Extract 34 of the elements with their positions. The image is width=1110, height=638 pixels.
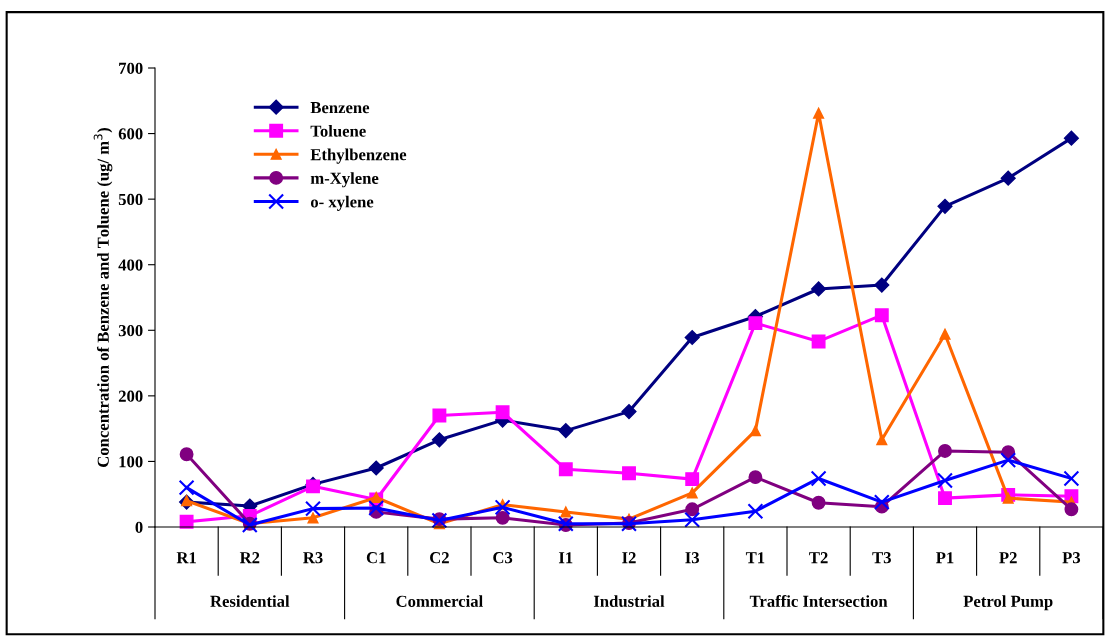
x-tick-label: P1 bbox=[936, 552, 954, 564]
text: Traffic Intersection bbox=[749, 595, 888, 607]
text: Industrial bbox=[593, 595, 665, 607]
y-tick-label: 300 bbox=[118, 324, 143, 337]
text: Commercial bbox=[396, 595, 483, 607]
x-tick-label: P2 bbox=[999, 552, 1017, 564]
legend-label: o- xylene bbox=[310, 195, 374, 211]
y-tick-label: 500 bbox=[118, 193, 143, 206]
x-tick-label: C1 bbox=[366, 552, 386, 564]
x-tick-label: I2 bbox=[622, 552, 636, 564]
x-tick-label: I1 bbox=[558, 552, 573, 564]
x-tick-label: I3 bbox=[685, 552, 700, 564]
x-tick-label: R3 bbox=[303, 552, 323, 564]
y-tick-label: 200 bbox=[118, 390, 143, 402]
legend-label: m-Xylene bbox=[310, 172, 379, 188]
legend-label: Ethylbenzene bbox=[310, 148, 407, 164]
x-tick-label: P3 bbox=[1062, 552, 1081, 564]
x-tick-label: T3 bbox=[872, 552, 891, 564]
x-tick-label: C2 bbox=[430, 552, 449, 564]
text: Petrol Pump bbox=[963, 595, 1053, 611]
y-tick-label: 0 bbox=[135, 521, 143, 533]
text: Residential bbox=[210, 595, 290, 607]
y-tick-label: 600 bbox=[118, 128, 143, 140]
x-tick-label: R2 bbox=[239, 552, 260, 564]
y-tick-label: 100 bbox=[119, 456, 143, 468]
x-tick-label: T1 bbox=[745, 552, 765, 564]
x-tick-label: T2 bbox=[809, 552, 828, 564]
x-tick-label: R1 bbox=[176, 552, 196, 564]
y-axis-title: Concentration of Benzene and Toluene (ug/ m$^{3}$) bbox=[93, 128, 113, 467]
legend-label: Toluene bbox=[310, 125, 366, 137]
x-tick-label: C3 bbox=[493, 552, 513, 564]
legend-label: Benzene bbox=[310, 102, 370, 114]
y-tick-label: 400 bbox=[118, 259, 143, 271]
y-tick-label: 700 bbox=[119, 62, 143, 74]
